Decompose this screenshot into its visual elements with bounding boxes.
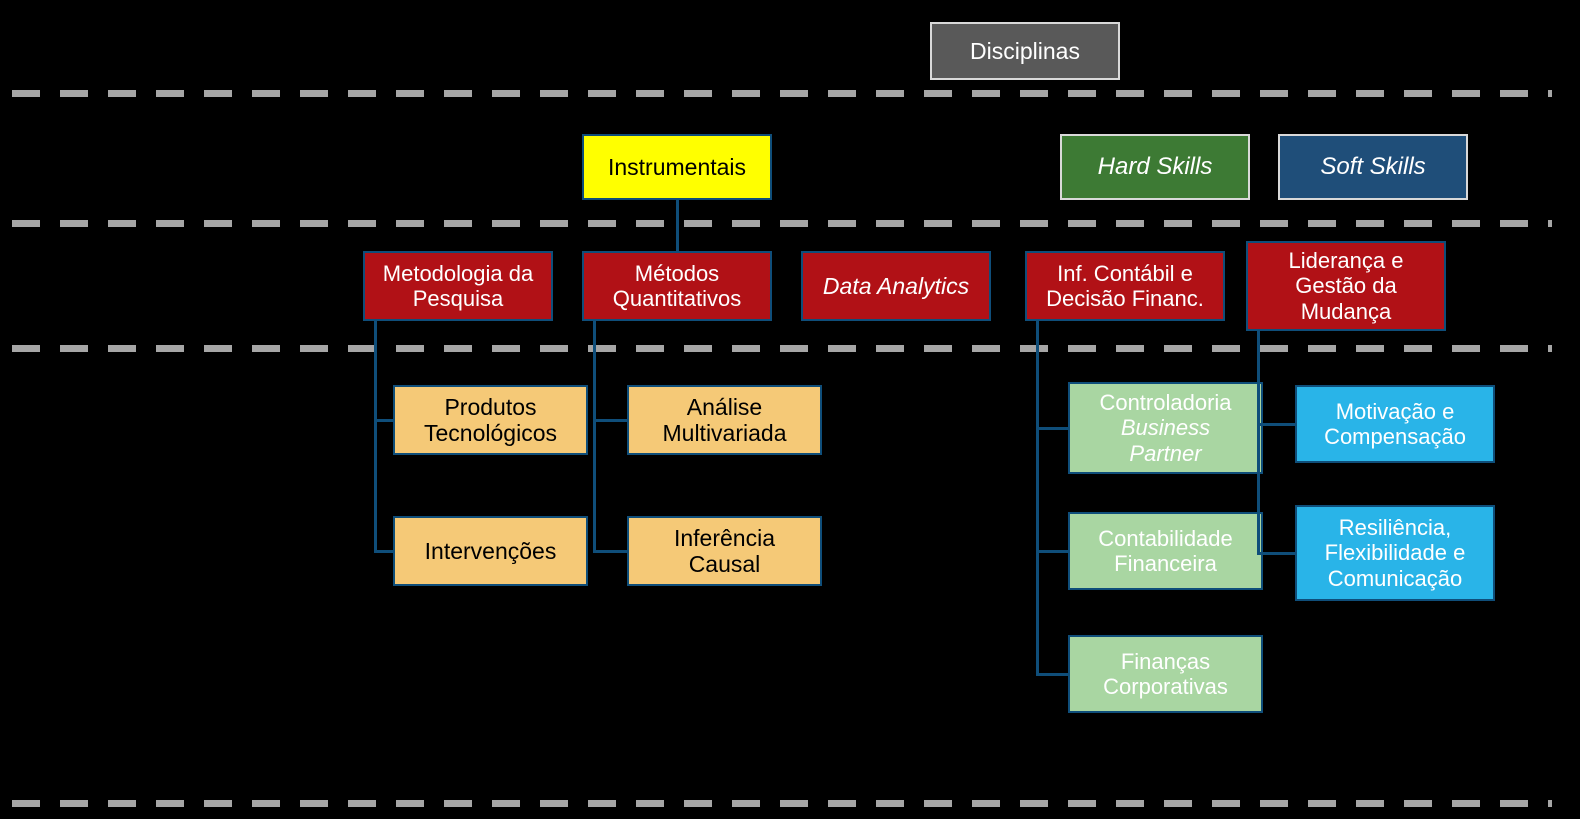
connector — [1257, 331, 1260, 555]
node-inf-contabil: Inf. Contábil e Decisão Financ. — [1025, 251, 1225, 321]
connector — [594, 550, 627, 553]
node-label: Inferência Causal — [637, 525, 812, 578]
node-label: Motivação e Compensação — [1305, 399, 1485, 450]
node-label: Análise Multivariada — [637, 394, 812, 447]
node-produtos-tecnologicos: Produtos Tecnológicos — [393, 385, 588, 455]
node-contabilidade-financeira: Contabilidade Financeira — [1068, 512, 1263, 590]
node-label: Hard Skills — [1098, 153, 1213, 181]
node-label: ControladoriaBusinessPartner — [1099, 390, 1231, 466]
connector — [1037, 550, 1068, 553]
node-label: Soft Skills — [1320, 153, 1425, 181]
node-label: Finanças Corporativas — [1078, 649, 1253, 700]
node-label: Liderança e Gestão da Mudança — [1256, 248, 1436, 324]
node-metodos-quantitativos: Métodos Quantitativos — [582, 251, 772, 321]
node-controladoria-bp: ControladoriaBusinessPartner — [1068, 382, 1263, 474]
node-metodologia-da-pesquisa: Metodologia da Pesquisa — [363, 251, 553, 321]
connector — [1037, 673, 1068, 676]
node-label: Contabilidade Financeira — [1078, 526, 1253, 577]
connector — [676, 200, 679, 251]
node-label: Disciplinas — [970, 38, 1080, 64]
node-motivacao-compensacao: Motivação e Compensação — [1295, 385, 1495, 463]
node-intervencoes: Intervenções — [393, 516, 588, 586]
node-label: Metodologia da Pesquisa — [373, 261, 543, 312]
dashed-separator — [12, 90, 1552, 97]
dashed-separator — [12, 800, 1552, 807]
diagram-stage: Disciplinas Instrumentais Hard Skills Soft … — [0, 0, 1580, 819]
connector — [374, 321, 377, 553]
node-analise-multivariada: Análise Multivariada — [627, 385, 822, 455]
node-hard-skills: Hard Skills — [1060, 134, 1250, 200]
connector — [594, 419, 627, 422]
dashed-separator — [12, 345, 1552, 352]
node-disciplinas: Disciplinas — [930, 22, 1120, 80]
node-lideranca-gestao: Liderança e Gestão da Mudança — [1246, 241, 1446, 331]
connector — [1036, 321, 1039, 676]
connector — [1258, 423, 1295, 426]
dashed-separator — [12, 220, 1552, 227]
connector — [375, 550, 393, 553]
node-label: Produtos Tecnológicos — [403, 394, 578, 447]
connector — [593, 321, 596, 553]
node-label: Métodos Quantitativos — [592, 261, 762, 312]
connector — [375, 419, 393, 422]
node-label: Data Analytics — [823, 273, 969, 299]
node-inferencia-causal: Inferência Causal — [627, 516, 822, 586]
node-data-analytics: Data Analytics — [801, 251, 991, 321]
node-label: Inf. Contábil e Decisão Financ. — [1035, 261, 1215, 312]
node-soft-skills: Soft Skills — [1278, 134, 1468, 200]
node-resiliencia-flex-com: Resiliência, Flexibilidade e Comunicação — [1295, 505, 1495, 601]
node-instrumentais: Instrumentais — [582, 134, 772, 200]
node-financas-corporativas: Finanças Corporativas — [1068, 635, 1263, 713]
node-label: Instrumentais — [608, 154, 746, 180]
connector — [1037, 427, 1068, 430]
node-label: Resiliência, Flexibilidade e Comunicação — [1305, 515, 1485, 591]
connector — [1258, 552, 1295, 555]
node-label: Intervenções — [425, 538, 557, 564]
